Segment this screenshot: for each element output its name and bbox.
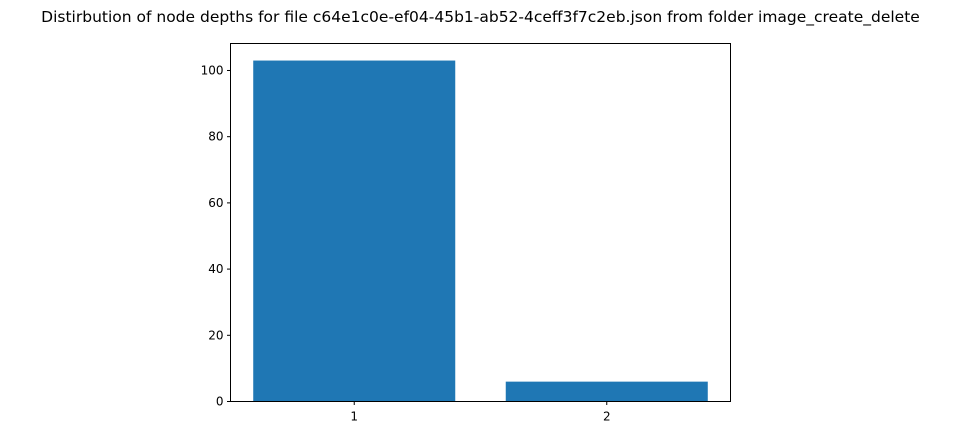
plot-frame bbox=[230, 43, 731, 402]
y-tick-label: 40 bbox=[208, 262, 223, 276]
y-axis: 0 20 40 60 80 100 bbox=[201, 63, 231, 409]
bar-1 bbox=[253, 60, 456, 402]
bar-2 bbox=[505, 381, 708, 402]
y-tick-label: 100 bbox=[201, 63, 224, 77]
y-tick-label: 80 bbox=[208, 130, 223, 144]
x-tick-label: 2 bbox=[603, 410, 611, 424]
chart-title: Distirbution of node depths for file c64… bbox=[41, 8, 920, 27]
bars-group bbox=[253, 60, 708, 402]
x-tick-label: 1 bbox=[350, 410, 358, 424]
y-tick-label: 20 bbox=[208, 328, 223, 342]
y-tick-label: 60 bbox=[208, 196, 223, 210]
y-tick-label: 0 bbox=[216, 395, 224, 409]
